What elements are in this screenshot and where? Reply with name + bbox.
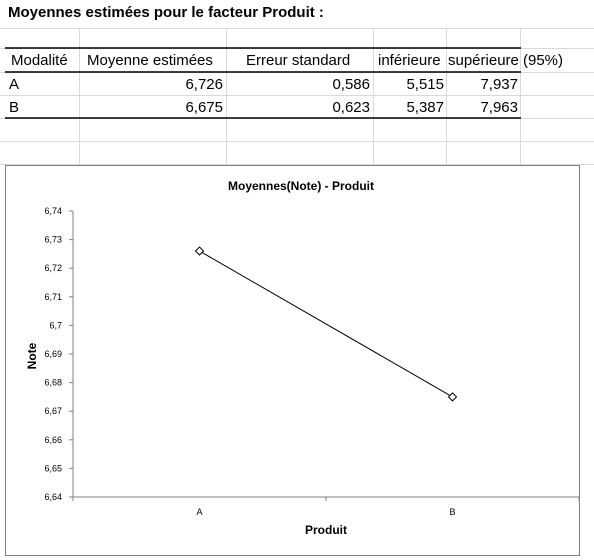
y-tick-label: 6,68 bbox=[44, 378, 62, 388]
y-tick-label: 6,65 bbox=[44, 463, 62, 473]
header-erreur: Erreur standard bbox=[246, 52, 351, 69]
x-tick-label: B bbox=[449, 507, 455, 517]
header-superieure: supérieure bbox=[448, 52, 519, 69]
row-a-erreur: 0,586 bbox=[332, 76, 370, 93]
y-tick-label: 6,67 bbox=[44, 406, 62, 416]
y-tick-label: 6,66 bbox=[44, 435, 62, 445]
y-tick-label: 6,73 bbox=[44, 235, 62, 245]
row-b-erreur: 0,623 bbox=[332, 99, 370, 116]
row-b-superieure: 7,963 bbox=[480, 99, 518, 116]
row-a-modalite: A bbox=[9, 76, 20, 93]
header-modalite: Modalité bbox=[11, 52, 68, 69]
data-point-marker bbox=[194, 246, 205, 256]
y-tick-label: 6,69 bbox=[44, 349, 62, 359]
y-tick-label: 6,7 bbox=[49, 320, 62, 330]
row-b-moyenne: 6,675 bbox=[185, 99, 223, 116]
series-line bbox=[199, 250, 453, 398]
y-tick-label: 6,74 bbox=[44, 206, 62, 216]
y-tick-label: 6,71 bbox=[44, 292, 62, 302]
x-axis-title: Produit bbox=[305, 523, 347, 537]
row-a-superieure: 7,937 bbox=[480, 76, 518, 93]
header-moyenne: Moyenne estimées bbox=[87, 52, 213, 69]
table-title: Moyennes estimées pour le facteur Produi… bbox=[8, 4, 324, 21]
line-chart: Moyennes(Note) - Produit 6,64 6,65 6,66 6,6… bbox=[25, 179, 579, 537]
x-tick-label: A bbox=[196, 507, 202, 517]
row-b-inferieure: 5,387 bbox=[406, 99, 444, 116]
header-inferieure: inférieure bbox=[378, 52, 441, 69]
chart-title: Moyennes(Note) - Produit bbox=[228, 179, 374, 193]
row-b-modalite: B bbox=[9, 99, 20, 116]
y-tick-label: 6,72 bbox=[44, 263, 62, 273]
row-a-moyenne: 6,726 bbox=[185, 76, 223, 93]
header-confidence: (95%) bbox=[523, 52, 564, 69]
y-tick-label: 6,64 bbox=[44, 492, 62, 502]
chart-area[interactable]: Moyennes(Note) - Produit 6,64 6,65 6,66 6,6… bbox=[5, 165, 580, 556]
y-axis-title: Note bbox=[25, 342, 39, 369]
row-a-inferieure: 5,515 bbox=[406, 76, 444, 93]
data-point-marker bbox=[447, 392, 458, 402]
